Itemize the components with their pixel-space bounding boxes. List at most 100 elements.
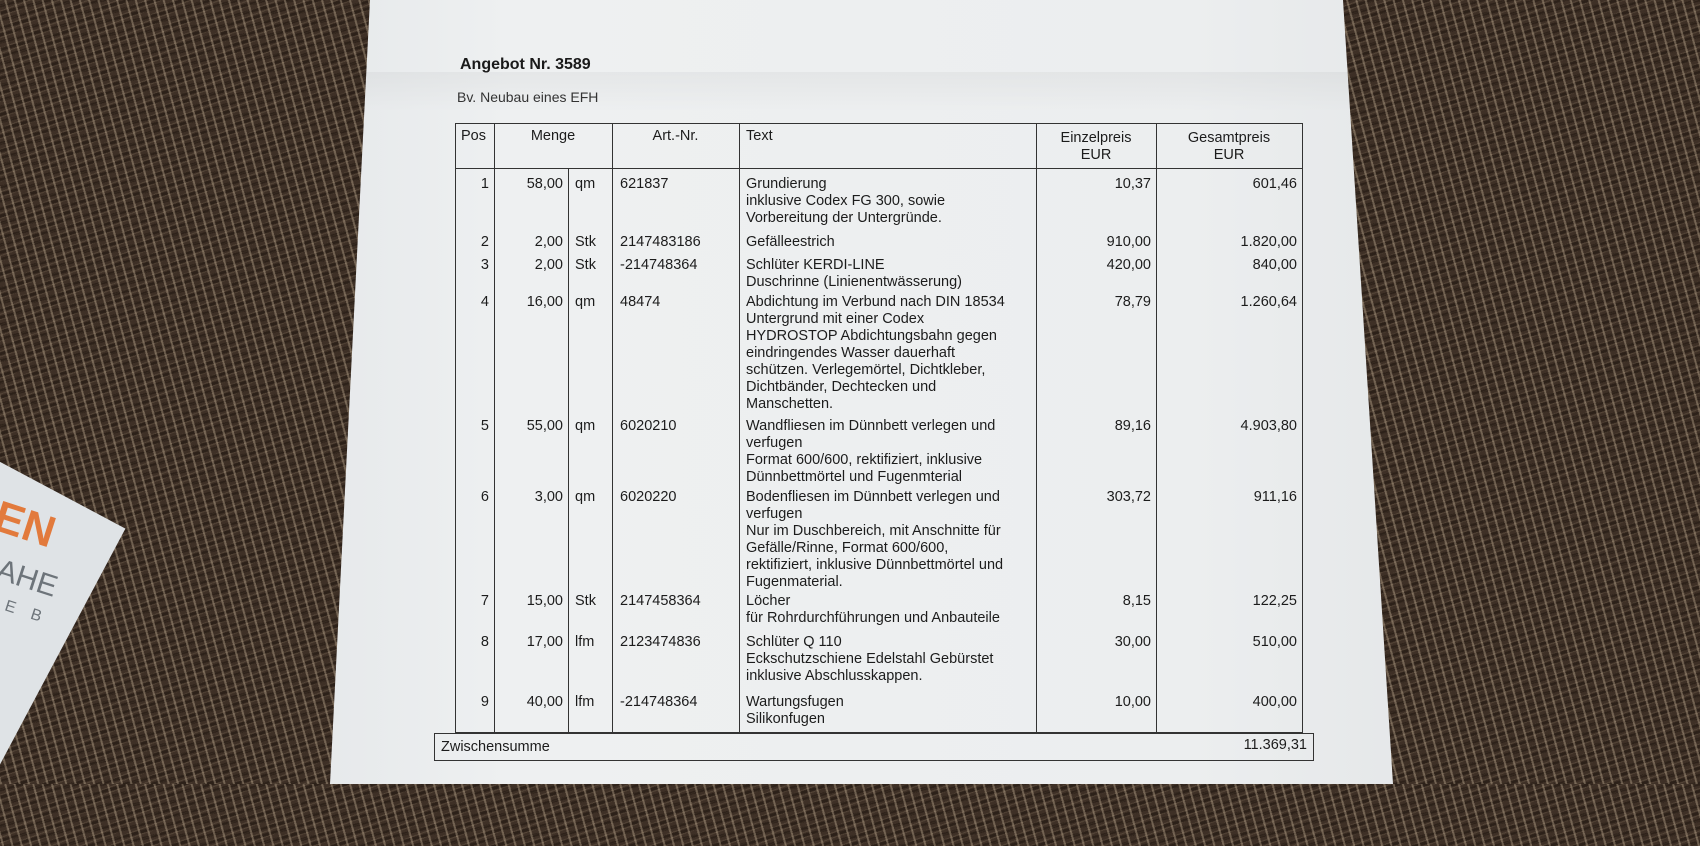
row-article-number: -214748364 [620, 694, 698, 710]
row-quantity: 40,00 [526, 694, 563, 710]
row-unit-price: 30,00 [1114, 634, 1151, 650]
subtotal-row: Zwischensumme 11.369,31 [434, 733, 1314, 761]
row-total-price: 1.820,00 [1240, 234, 1297, 250]
row-article-number: 2123474836 [620, 634, 701, 650]
description-line: Schlüter KERDI-LINE [746, 257, 885, 273]
description-line: Abdichtung im Verbund nach DIN 18534 [746, 294, 1005, 310]
row-description: Grundierung inklusive Codex FG 300, sowie… [746, 176, 1036, 227]
column-divider [612, 124, 613, 732]
row-description: Gefälleestrich [746, 234, 1036, 251]
description-line: Silikonfugen [746, 711, 825, 727]
row-description: Schlüter KERDI-LINE Duschrinne (Linienent… [746, 257, 1036, 291]
subtotal-value: 11.369,31 [1243, 737, 1307, 753]
description-line: Manschetten. [746, 396, 834, 412]
row-article-number: 2147458364 [620, 593, 701, 609]
description-line: Untergrund mit einer Codex [746, 311, 925, 327]
row-total-price: 911,16 [1253, 489, 1297, 505]
document-subtitle: Bv. Neubau eines EFH [457, 89, 599, 105]
row-unit-price: 89,16 [1114, 418, 1151, 434]
row-total-price: 400,00 [1252, 694, 1297, 710]
description-line: Schlüter Q 110 [746, 634, 842, 650]
row-article-number: 2147483186 [620, 234, 701, 250]
row-total-price: 601,46 [1252, 176, 1297, 192]
row-unit: Stk [575, 234, 596, 250]
row-unit: qm [575, 489, 596, 505]
row-quantity: 55,00 [526, 418, 563, 434]
row-description: Bodenfliesen im Dünnbett verlegen und ver… [746, 489, 1036, 591]
row-unit: Stk [575, 257, 596, 273]
row-total-price: 840,00 [1252, 257, 1297, 273]
column-divider [1156, 124, 1157, 732]
quote-table: Pos Menge Art.-Nr. Text Einzelpreis EUR G… [455, 123, 1303, 733]
header-einzelpreis: Einzelpreis EUR [1036, 130, 1156, 164]
row-unit-price: 10,37 [1114, 176, 1151, 192]
description-line: Duschrinne (Linienentwässerung) [746, 274, 963, 290]
table-header: Pos Menge Art.-Nr. Text Einzelpreis EUR G… [456, 124, 1302, 169]
column-divider [494, 124, 495, 732]
row-unit-price: 8,15 [1122, 593, 1151, 609]
document-title: Angebot Nr. 3589 [460, 56, 591, 73]
description-line: Gefälle/Rinne, Format 600/600, [746, 540, 949, 556]
row-article-number: 621837 [620, 176, 669, 192]
header-menge: Menge [530, 128, 576, 144]
row-pos: 2 [480, 234, 489, 250]
header-gesamtpreis: Gesamtpreis EUR [1156, 130, 1302, 164]
header-einzelpreis-unit: EUR [1080, 147, 1112, 163]
description-line: Wandfliesen im Dünnbett verlegen und [746, 418, 996, 434]
row-unit-price: 303,72 [1106, 489, 1151, 505]
header-einzelpreis-label: Einzelpreis [1060, 130, 1132, 146]
description-line: rektifiziert, inklusive Dünnbettmörtel u… [746, 557, 1004, 573]
row-unit: qm [575, 294, 596, 310]
row-pos: 7 [480, 593, 489, 609]
row-pos: 6 [480, 489, 489, 505]
description-line: Löcher [746, 593, 791, 609]
description-line: inklusive Codex FG 300, sowie [746, 193, 946, 209]
column-divider [568, 168, 569, 732]
row-quantity: 2,00 [534, 234, 563, 250]
row-pos: 1 [480, 176, 489, 192]
row-total-price: 122,25 [1252, 593, 1297, 609]
paper-fold [350, 72, 1370, 112]
row-unit-price: 78,79 [1114, 294, 1151, 310]
description-line: Format 600/600, rektifiziert, inklusive [746, 452, 983, 468]
description-line: verfugen [746, 506, 803, 522]
quote-paper [330, 0, 1393, 784]
description-line: inklusive Abschlusskappen. [746, 668, 923, 684]
row-article-number: -214748364 [620, 257, 698, 273]
row-pos: 3 [480, 257, 489, 273]
row-description: Schlüter Q 110 Eckschutzschiene Edelstahl… [746, 634, 1036, 685]
description-line: Wartungsfugen [746, 694, 844, 710]
row-pos: 4 [480, 294, 489, 310]
row-description: Löcher für Rohrdurchführungen und Anbaute… [746, 593, 1036, 627]
header-gesamtpreis-label: Gesamtpreis [1187, 130, 1271, 146]
row-quantity: 2,00 [534, 257, 563, 273]
row-unit-price: 10,00 [1114, 694, 1151, 710]
description-line: schützen. Verlegemörtel, Dichtkleber, [746, 362, 986, 378]
row-quantity: 58,00 [526, 176, 563, 192]
description-line: Vorbereitung der Untergründe. [746, 210, 942, 226]
column-divider [739, 124, 740, 732]
row-unit-price: 420,00 [1106, 257, 1151, 273]
description-line: Gefälleestrich [746, 234, 835, 250]
row-description: Abdichtung im Verbund nach DIN 18534 Unte… [746, 294, 1036, 413]
row-pos: 5 [480, 418, 489, 434]
row-pos: 8 [480, 634, 489, 650]
description-line: eindringendes Wasser dauerhaft [746, 345, 956, 361]
description-line: Nur im Duschbereich, mit Anschnitte für [746, 523, 1001, 539]
subtotal-label: Zwischensumme [441, 739, 550, 755]
row-quantity: 3,00 [534, 489, 563, 505]
description-line: Eckschutzschiene Edelstahl Gebürstet [746, 651, 994, 667]
row-unit: qm [575, 176, 596, 192]
row-total-price: 4.903,80 [1240, 418, 1297, 434]
column-divider [1036, 124, 1037, 732]
row-article-number: 48474 [620, 294, 661, 310]
header-pos: Pos [461, 128, 486, 144]
description-line: verfugen [746, 435, 803, 451]
row-unit: lfm [575, 634, 595, 650]
description-line: für Rohrdurchführungen und Anbauteile [746, 610, 1000, 626]
row-total-price: 510,00 [1252, 634, 1297, 650]
row-unit: lfm [575, 694, 595, 710]
description-line: Dünnbettmörtel und Fugenmterial [746, 469, 963, 485]
description-line: Dichtbänder, Dechtecken und [746, 379, 937, 395]
header-text: Text [746, 128, 773, 144]
